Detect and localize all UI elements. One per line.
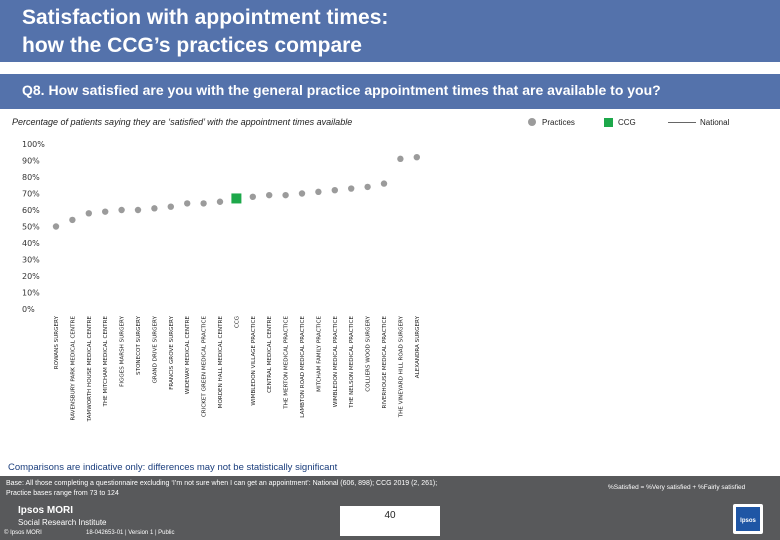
x-tick-label: THE MITCHAM MEDICAL CENTRE [103, 316, 109, 408]
base-note-line2: Practice bases range from 73 to 124 [6, 490, 119, 497]
practice-point [397, 155, 404, 163]
y-tick-label: 30% [22, 256, 40, 265]
y-tick-label: 60% [22, 206, 40, 215]
ipsos-mori-wordmark: Ipsos MORI [18, 505, 74, 516]
practice-point [348, 185, 355, 192]
x-tick-label: FIGGES MARSH SURGERY [120, 315, 126, 386]
x-tick-label: MITCHAM FAMILY PRACTICE [316, 316, 322, 392]
copyright: © Ipsos MORI [4, 530, 42, 536]
y-tick-label: 70% [22, 190, 40, 199]
x-tick-label: FRANCIS GROVE SURGERY [169, 315, 175, 389]
x-tick-label: RIVERHOUSE MEDICAL PRACTICE [382, 316, 388, 409]
x-tick-label: CCG [234, 316, 240, 328]
x-tick-label: TAMWORTH HOUSE MEDICAL CENTRE [87, 316, 93, 423]
practice-point [102, 208, 109, 215]
y-tick-label: 80% [22, 173, 40, 182]
practice-point [134, 206, 142, 214]
practice-point [380, 180, 388, 187]
page-title-line2: how the CCG’s practices compare [22, 34, 362, 57]
x-tick-label: CENTRAL MEDICAL CENTRE [267, 316, 273, 393]
x-tick-label: WIDEWAY MEDICAL CENTRE [185, 316, 191, 395]
base-note-line1: Base: All those completing a questionnai… [6, 480, 438, 487]
legend-national-marker [668, 122, 696, 123]
legend-national-label: National [700, 118, 730, 127]
practice-point [52, 223, 60, 230]
satisfied-definition: %Satisfied = %Very satisfied + %Fairly s… [608, 484, 746, 491]
legend-ccg-label: CCG [618, 118, 636, 127]
y-tick-label: 10% [22, 289, 40, 298]
practice-point [413, 154, 420, 161]
page-number: 40 [384, 510, 396, 521]
x-tick-label: ALEXANDRA SURGERY [415, 315, 421, 378]
x-tick-label: THE VINEYARD HILL ROAD SURGERY [398, 315, 404, 418]
comparison-note: Comparisons are indicative only: differe… [8, 462, 338, 473]
x-tick-label: CRICKET GREEN MEDICAL PRACTICE [202, 316, 208, 418]
footer: Base: All those completing a questionnai… [0, 476, 780, 540]
x-tick-label: WIMBLEDON VILLAGE PRACTICE [251, 316, 257, 406]
y-tick-label: 20% [22, 272, 40, 281]
x-tick-label: STONECOT SURGERY [136, 315, 142, 375]
page-title-line1: Satisfaction with appointment times: [22, 6, 389, 29]
x-tick-label: THE MERTON MEDICAL PRACTICE [284, 316, 290, 410]
practice-point [118, 206, 125, 214]
chart-subtitle: Percentage of patients saying they are ‘… [12, 117, 353, 127]
practice-point [184, 200, 191, 207]
x-tick-label: COLLIERS WOOD SURGERY [366, 315, 372, 391]
practice-point [200, 200, 207, 207]
x-tick-label: ROWANS SURGERY [54, 315, 60, 369]
y-tick-label: 90% [22, 157, 40, 166]
x-tick-label: WIMBLEDON MEDICAL PRACTICE [333, 316, 339, 408]
legend-ccg-marker [604, 118, 613, 127]
x-tick-label: RAVENSBURY PARK MEDICAL CENTRE [70, 316, 76, 421]
practice-point [69, 216, 76, 224]
practice-point [216, 198, 224, 205]
practice-point [85, 210, 93, 217]
page-number-box: 40 [340, 506, 440, 536]
x-tick-label: THE NELSON MEDICAL PRACTICE [349, 316, 355, 409]
y-tick-label: 40% [22, 239, 40, 248]
job-number: 18-042653-01 | Version 1 | Public [86, 530, 175, 536]
institute-name: Social Research Institute [18, 518, 107, 527]
practice-point [266, 191, 273, 199]
x-tick-label: LAMBTON ROAD MEDICAL PRACTICE [300, 316, 306, 418]
practice-point [282, 191, 289, 199]
practice-point [167, 203, 174, 210]
question-bar: Q8. How satisfied are you with the gener… [0, 74, 780, 109]
y-tick-label: 50% [22, 223, 40, 232]
ipsos-logo-text: Ipsos [740, 518, 756, 524]
y-tick-label: 100% [22, 140, 45, 149]
practice-point [315, 188, 322, 196]
practice-point [151, 205, 158, 212]
legend-practices-marker [528, 118, 536, 126]
legend-practices-label: Practices [542, 118, 575, 127]
x-tick-label: MORDEN HALL MEDICAL CENTRE [218, 316, 224, 409]
practice-comparison-chart: 0% 10% 20% 30% 40% 50% 60% 70% 80% 90% 100% ROWANS … [22, 140, 421, 423]
practice-point [249, 193, 256, 200]
practice-point [298, 190, 306, 197]
question-text: Q8. How satisfied are you with the gener… [22, 82, 661, 98]
practice-point [331, 187, 338, 194]
ipsos-logo-icon: Ipsos [733, 504, 763, 534]
x-tick-label: GRAND DRIVE SURGERY [152, 315, 158, 383]
practice-point [364, 183, 371, 191]
title-banner: Satisfaction with appointment times: how… [0, 0, 780, 62]
y-tick-label: 0% [22, 305, 35, 314]
ccg-point [231, 193, 242, 204]
